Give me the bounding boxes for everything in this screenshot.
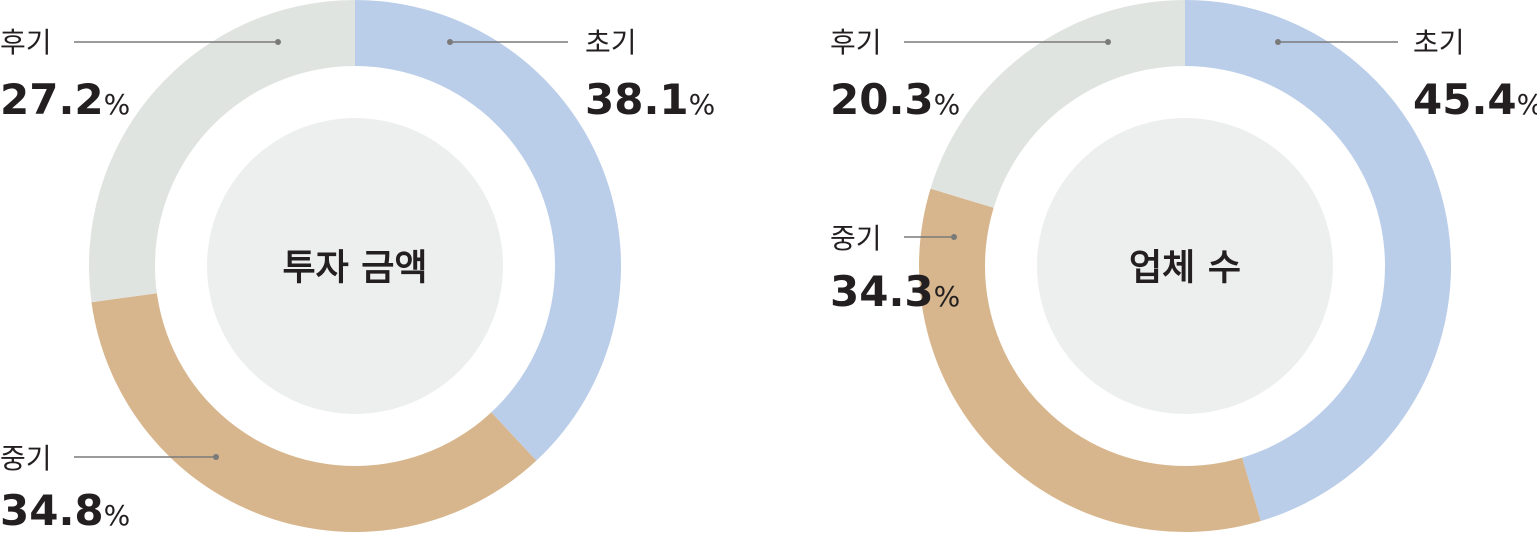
segment-label-mid: 중기 xyxy=(830,222,882,255)
donut-center xyxy=(1037,118,1333,414)
segment-label-early: 초기 xyxy=(585,26,637,59)
unit: % xyxy=(689,88,716,121)
segment-label-late: 후기 xyxy=(0,26,52,59)
donut-center-title: 투자 금액 xyxy=(282,248,427,289)
label-early: 초기 45.4% xyxy=(1275,26,1537,124)
unit: % xyxy=(104,88,131,121)
label-mid: 중기 34.3% xyxy=(830,222,960,316)
label-late: 후기 27.2% xyxy=(0,26,281,124)
segment-value-mid: 34.3% xyxy=(830,267,960,316)
label-late: 후기 20.3% xyxy=(830,26,1111,124)
segment-label-early: 초기 xyxy=(1413,26,1465,59)
segment-value-early: 45.4% xyxy=(1413,75,1537,124)
donut-center xyxy=(207,118,503,414)
donut-chart-companies: 업체 수 초기 45.4% 중기 34.3% 후기 20.3% xyxy=(830,0,1537,532)
donut-center-title: 업체 수 xyxy=(1129,248,1241,289)
leader-dot-early xyxy=(1275,39,1281,45)
label-early: 초기 38.1% xyxy=(447,26,715,124)
leader-dot-early xyxy=(447,39,453,45)
unit: % xyxy=(934,280,961,313)
unit: % xyxy=(934,88,961,121)
leader-dot-late xyxy=(275,39,281,45)
leader-dot-late xyxy=(1105,39,1111,45)
segment-value-late: 20.3% xyxy=(830,75,960,124)
unit: % xyxy=(1517,88,1537,121)
segment-value-late: 27.2% xyxy=(0,75,130,124)
unit: % xyxy=(104,499,131,532)
segment-label-mid: 중기 xyxy=(0,442,52,475)
leader-dot-mid xyxy=(213,454,219,460)
segment-value-early: 38.1% xyxy=(585,75,715,124)
segment-value-mid: 34.8% xyxy=(0,486,130,533)
segment-label-late: 후기 xyxy=(830,26,882,59)
donut-chart-investment: 투자 금액 초기 38.1% 중기 34.8% 후기 27.2% xyxy=(0,0,715,533)
label-mid: 중기 34.8% xyxy=(0,442,219,533)
leader-dot-mid xyxy=(951,234,957,240)
